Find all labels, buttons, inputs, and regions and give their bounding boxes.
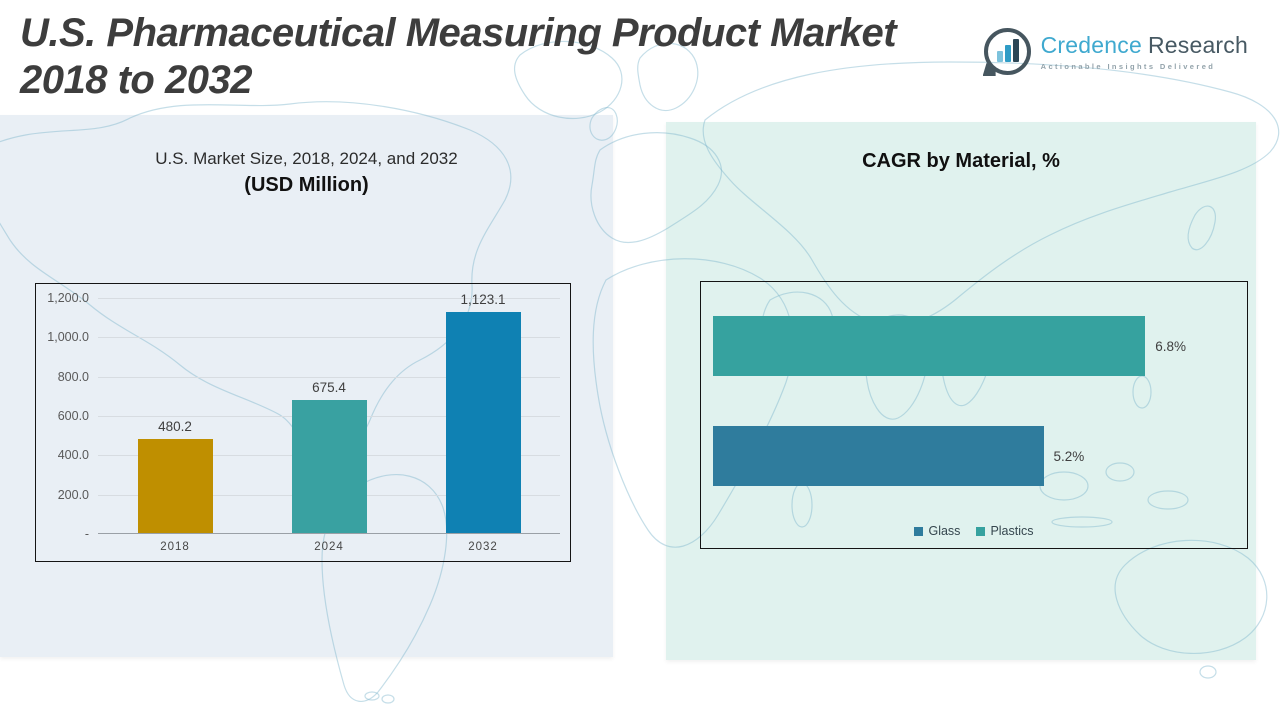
market-size-chart-title: U.S. Market Size, 2018, 2024, and 2032 (… <box>0 149 613 197</box>
market-size-chart-title-line1: U.S. Market Size, 2018, 2024, and 2032 <box>155 149 458 168</box>
market-size-chart-title-line2: (USD Million) <box>244 174 369 196</box>
bar-column-2024: 675.4 <box>252 380 406 533</box>
x-tick-label-2024: 2024 <box>314 541 344 553</box>
market-size-bar-chart: 1,200.0 1,000.0 800.0 600.0 400.0 200.0 … <box>35 283 571 562</box>
page-title-line2: 2018 to 2032 <box>20 57 252 102</box>
bar-value-2024: 675.4 <box>312 380 346 396</box>
bar-2024 <box>291 400 367 533</box>
legend-item-plastics: Plastics <box>976 524 1034 538</box>
gridline <box>98 298 560 299</box>
cagr-chart-title: CAGR by Material, % <box>862 150 1060 172</box>
legend: Glass Plastics <box>713 524 1235 540</box>
bar-2032 <box>445 312 521 533</box>
bar-value-glass: 5.2% <box>1053 448 1085 464</box>
legend-swatch-glass <box>914 526 924 536</box>
brand-name-secondary: Research <box>1147 32 1248 58</box>
gridline <box>98 376 560 378</box>
bar-2018 <box>137 438 213 533</box>
bar-column-2018: 480.2 <box>98 419 252 533</box>
x-tick-label-2032: 2032 <box>468 541 498 553</box>
logo-text: Credence Research Actionable Insights Del… <box>1041 32 1248 71</box>
x-tick-label-2018: 2018 <box>160 541 190 553</box>
bars-row: 480.2 675.4 1,123.1 <box>98 292 560 533</box>
y-axis: 1,200.0 1,000.0 800.0 600.0 400.0 200.0 … <box>36 291 98 541</box>
logo-bar-tall <box>1012 39 1019 62</box>
y-tick-label: 400.0 <box>57 448 89 463</box>
bar-plastics <box>713 316 1146 376</box>
y-tick-label: 200.0 <box>57 487 89 502</box>
plot-area: 480.2 675.4 1,123.1 <box>98 292 560 534</box>
legend-label-plastics: Plastics <box>990 524 1034 538</box>
page-title-line1: U.S. Pharmaceutical Measuring Product Ma… <box>20 11 897 55</box>
bar-column-2032: 1,123.1 <box>406 292 560 533</box>
legend-item-glass: Glass <box>914 524 960 538</box>
x-axis: 2018 2024 2032 <box>98 534 560 561</box>
y-tick-label: 1,000.0 <box>47 330 89 345</box>
bar-value-2018: 480.2 <box>158 418 192 434</box>
page-title: U.S. Pharmaceutical Measuring Product Ma… <box>20 10 1020 104</box>
bar-value-plastics: 6.8% <box>1155 338 1187 354</box>
hbar-row-plastics: 6.8% <box>713 316 1247 376</box>
cagr-bar-chart: 6.8% 5.2% Glass Plastics <box>700 281 1248 549</box>
logo-chart-bubble-icon <box>982 28 1031 76</box>
logo-bar-small <box>996 51 1003 62</box>
gridline <box>98 337 560 339</box>
logo-circle <box>983 28 1031 75</box>
right-panel-background <box>666 122 1256 660</box>
brand-name: Credence Research <box>1041 32 1248 59</box>
legend-label-glass: Glass <box>928 524 961 538</box>
hbar-row-glass: 5.2% <box>713 426 1247 486</box>
y-tick-label: 600.0 <box>57 409 89 423</box>
market-size-chart-grid: 1,200.0 1,000.0 800.0 600.0 400.0 200.0 … <box>36 284 570 561</box>
logo-bar-medium <box>1004 45 1011 62</box>
brand-tagline: Actionable Insights Delivered <box>1040 62 1216 71</box>
legend-swatch-plastics <box>976 526 986 536</box>
bar-glass <box>713 426 1044 486</box>
credence-research-logo: Credence Research Actionable Insights Del… <box>982 28 1248 76</box>
brand-name-primary: Credence <box>1040 32 1142 58</box>
y-tick-label: - <box>84 527 89 541</box>
y-tick-label: 800.0 <box>57 369 89 384</box>
y-tick-label: 1,200.0 <box>47 291 89 305</box>
bar-value-2032: 1,123.1 <box>460 292 506 308</box>
